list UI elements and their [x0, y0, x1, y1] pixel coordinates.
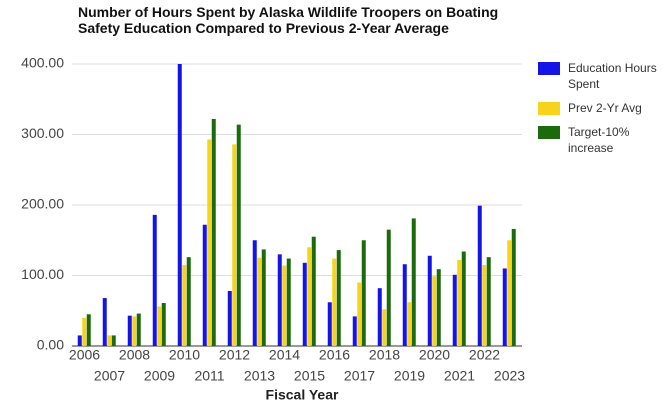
bar — [486, 257, 491, 346]
bar — [327, 302, 332, 346]
bar — [186, 257, 191, 346]
bar — [311, 236, 316, 346]
x-tick-label: 2014 — [269, 347, 300, 363]
x-tick-label: 2013 — [244, 368, 275, 384]
legend-label: Prev 2-Yr Avg — [568, 101, 642, 115]
bar — [432, 276, 437, 346]
legend-item: Target-10% increase — [538, 124, 663, 156]
bar — [107, 335, 112, 346]
bar — [307, 247, 312, 346]
legend-swatch — [538, 126, 560, 139]
x-tick-label: 2020 — [419, 347, 450, 363]
bar — [177, 64, 182, 346]
x-tick-label: 2021 — [444, 368, 475, 384]
bar — [257, 257, 262, 346]
bar — [357, 282, 362, 346]
bar — [202, 224, 207, 346]
bar — [377, 288, 382, 346]
bar — [232, 144, 237, 346]
x-tick-label: 2018 — [369, 347, 400, 363]
x-tick-label: 2023 — [494, 368, 525, 384]
bar — [411, 218, 416, 346]
x-tick-label: 2012 — [219, 347, 250, 363]
x-tick-label: 2008 — [119, 347, 150, 363]
x-tick-label: 2006 — [69, 347, 100, 363]
bar — [77, 335, 82, 346]
bar — [86, 314, 91, 346]
bar — [227, 291, 232, 346]
x-tick-label: 2015 — [294, 368, 325, 384]
bar — [386, 229, 391, 346]
y-tick-label: 0.00 — [37, 337, 64, 353]
bar — [302, 262, 307, 346]
bar — [332, 258, 337, 346]
y-tick-label: 100.00 — [21, 266, 64, 282]
legend-item: Education Hours Spent — [538, 60, 663, 92]
bar — [161, 302, 166, 346]
bar — [211, 118, 216, 347]
bar — [286, 258, 291, 346]
x-tick-label: 2011 — [194, 368, 224, 384]
bar — [132, 316, 137, 346]
bar — [352, 316, 357, 346]
bar — [252, 240, 257, 346]
bar — [127, 315, 132, 346]
bar — [427, 255, 432, 346]
bar — [336, 250, 341, 346]
bar — [457, 259, 462, 346]
bar — [361, 240, 366, 346]
bar — [236, 124, 241, 346]
bar — [461, 251, 466, 346]
x-tick-label: 2010 — [169, 347, 200, 363]
bar — [507, 240, 512, 346]
y-tick-label: 400.00 — [21, 55, 64, 71]
legend-label: Target-10% increase — [568, 125, 630, 155]
bar — [261, 249, 266, 346]
bar — [382, 309, 387, 346]
bar — [157, 306, 162, 346]
chart-title: Number of Hours Spent by Alaska Wildlife… — [78, 4, 499, 36]
bar — [282, 265, 287, 346]
bar — [111, 335, 116, 346]
bar — [477, 205, 482, 346]
bar — [436, 269, 441, 346]
bar — [152, 214, 157, 346]
x-tick-label: 2007 — [94, 368, 125, 384]
y-tick-label: 200.00 — [21, 196, 64, 212]
x-axis-label: Fiscal Year — [266, 387, 339, 403]
legend-swatch — [538, 102, 560, 115]
bar — [502, 268, 507, 346]
bar — [207, 139, 212, 346]
bar — [82, 317, 87, 346]
bar — [511, 228, 516, 346]
bar — [136, 313, 141, 346]
bar — [277, 254, 282, 346]
legend: Education Hours Spent Prev 2-Yr Avg Target… — [538, 60, 663, 164]
y-tick-label: 300.00 — [21, 125, 64, 141]
bar — [182, 264, 187, 346]
bar — [452, 274, 457, 346]
x-tick-label: 2022 — [469, 347, 500, 363]
x-tick-label: 2016 — [319, 347, 350, 363]
bar — [402, 264, 407, 346]
legend-item: Prev 2-Yr Avg — [538, 100, 663, 116]
legend-label: Education Hours Spent — [568, 61, 657, 91]
legend-swatch — [538, 62, 560, 75]
bar — [407, 302, 412, 346]
bar — [482, 264, 487, 346]
x-tick-label: 2017 — [344, 368, 375, 384]
x-tick-label: 2019 — [394, 368, 425, 384]
bar — [102, 298, 107, 346]
x-tick-label: 2009 — [144, 368, 175, 384]
